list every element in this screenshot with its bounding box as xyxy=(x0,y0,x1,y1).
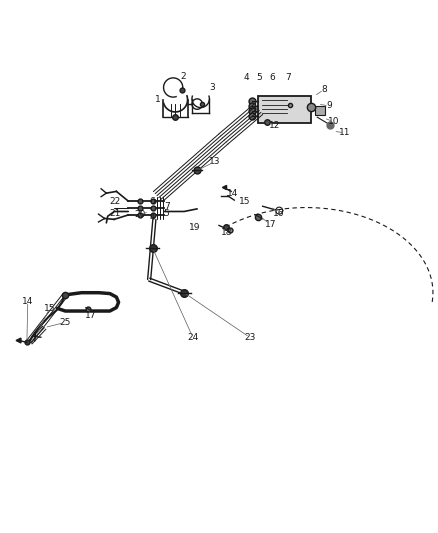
Text: 25: 25 xyxy=(60,318,71,327)
Text: 5: 5 xyxy=(164,209,170,218)
Text: 4: 4 xyxy=(150,213,155,222)
Text: 23: 23 xyxy=(244,333,255,342)
Text: 22: 22 xyxy=(110,197,121,206)
Text: 20: 20 xyxy=(135,211,146,220)
Text: 14: 14 xyxy=(227,189,239,198)
Text: 7: 7 xyxy=(285,73,291,82)
Text: 5: 5 xyxy=(256,73,262,82)
FancyBboxPatch shape xyxy=(258,96,311,123)
Text: 6: 6 xyxy=(150,197,155,206)
Text: 12: 12 xyxy=(269,122,281,131)
Text: 19: 19 xyxy=(189,223,200,232)
Text: 13: 13 xyxy=(209,157,220,166)
Text: 16: 16 xyxy=(272,209,284,218)
FancyBboxPatch shape xyxy=(315,106,325,116)
Text: 7: 7 xyxy=(164,202,170,211)
Text: 10: 10 xyxy=(328,117,339,126)
Text: 15: 15 xyxy=(240,197,251,206)
Text: 18: 18 xyxy=(221,228,233,237)
Text: 1: 1 xyxy=(155,95,161,104)
Text: 11: 11 xyxy=(339,128,350,138)
Text: 21: 21 xyxy=(110,209,121,218)
Text: 4: 4 xyxy=(243,73,249,82)
Text: 9: 9 xyxy=(326,101,332,110)
Text: 15: 15 xyxy=(44,304,55,313)
Text: 17: 17 xyxy=(265,220,276,229)
Text: 2: 2 xyxy=(180,72,186,81)
Text: 17: 17 xyxy=(85,311,96,320)
Text: 8: 8 xyxy=(321,85,327,94)
Text: 3: 3 xyxy=(209,83,215,92)
Text: 14: 14 xyxy=(22,297,33,306)
Text: 6: 6 xyxy=(269,73,275,82)
Text: 24: 24 xyxy=(187,333,198,342)
